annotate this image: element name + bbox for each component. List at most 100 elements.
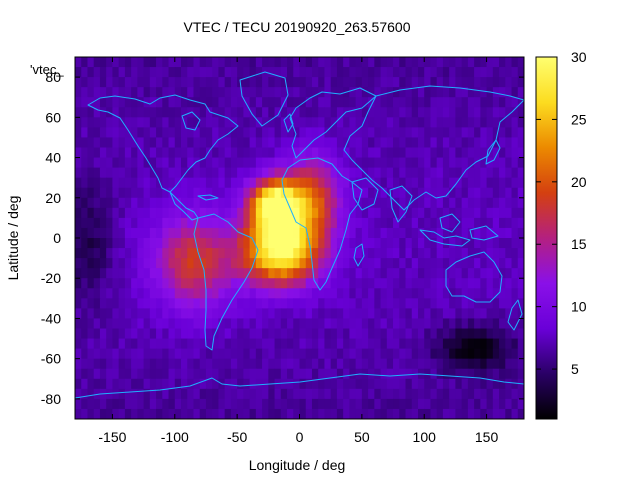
heatmap-cell [517, 157, 524, 169]
heatmap-cell [430, 368, 438, 380]
heatmap-cell [461, 288, 469, 299]
heatmap-cell [311, 107, 319, 118]
heatmap-cell [411, 137, 419, 149]
heatmap-cell [268, 358, 276, 370]
heatmap-cell [199, 97, 207, 108]
heatmap-cell [305, 298, 313, 309]
heatmap-cell [181, 318, 188, 330]
heatmap-cell [218, 328, 226, 340]
heatmap-cell [124, 238, 132, 249]
heatmap-cell [393, 77, 400, 88]
heatmap-cell [393, 107, 400, 118]
heatmap-cell [374, 268, 382, 279]
heatmap-cell [212, 308, 220, 320]
heatmap-cell [287, 137, 294, 149]
heatmap-cell [386, 388, 394, 400]
heatmap-cell [249, 227, 257, 239]
heatmap-cell [224, 87, 232, 98]
heatmap-cell [187, 258, 195, 269]
heatmap-cell [299, 298, 307, 309]
heatmap-cell [355, 137, 363, 149]
heatmap-cell [455, 298, 463, 309]
heatmap-cell [237, 207, 244, 219]
heatmap-cell [143, 248, 151, 259]
heatmap-cell [249, 298, 257, 309]
heatmap-cell [93, 268, 101, 279]
heatmap-cell [287, 278, 294, 289]
heatmap-cell [374, 378, 382, 390]
heatmap-cell [268, 157, 276, 169]
heatmap-cell [143, 328, 151, 340]
heatmap-cell [280, 358, 288, 370]
heatmap-cell [386, 238, 394, 249]
heatmap-cell [330, 408, 338, 419]
heatmap-cell [230, 338, 238, 350]
heatmap-cell [243, 197, 251, 209]
heatmap-cell [461, 338, 469, 350]
heatmap-cell [118, 157, 126, 169]
heatmap-cell [318, 207, 326, 219]
heatmap-cell [430, 147, 438, 159]
heatmap-cell [193, 147, 201, 159]
heatmap-cell [399, 127, 407, 139]
heatmap-cell [131, 177, 138, 189]
coastline-hudson-bay [181, 111, 201, 131]
heatmap-cell [486, 408, 494, 419]
heatmap-cell [106, 87, 114, 98]
heatmap-cell [106, 67, 114, 78]
heatmap-cell [399, 87, 407, 98]
heatmap-cell [499, 197, 506, 209]
heatmap-cell [349, 167, 357, 179]
heatmap-cell [193, 278, 201, 289]
heatmap-cell [511, 137, 519, 149]
heatmap-cell [106, 388, 114, 400]
heatmap-cell [305, 77, 313, 88]
heatmap-cell [405, 87, 413, 98]
heatmap-cell [156, 137, 163, 149]
heatmap-cell [299, 187, 307, 199]
heatmap-cell [499, 308, 506, 320]
heatmap-cell [143, 87, 151, 98]
heatmap-cell [318, 167, 326, 179]
heatmap-cell [380, 298, 388, 309]
heatmap-cell [474, 328, 481, 340]
heatmap-cell [93, 217, 101, 229]
heatmap-cell [249, 217, 257, 229]
heatmap-cell [249, 388, 257, 400]
heatmap-cell [486, 167, 494, 179]
heatmap-cell [318, 117, 326, 128]
heatmap-cell [386, 398, 394, 410]
heatmap-cell [336, 187, 344, 199]
heatmap-cell [149, 217, 157, 229]
heatmap-cell [99, 227, 107, 239]
heatmap-cell [336, 408, 344, 419]
heatmap-cell [162, 187, 170, 199]
heatmap-cell [505, 137, 513, 149]
heatmap-cell [218, 67, 226, 78]
heatmap-cell [93, 278, 101, 289]
heatmap-cell [174, 137, 182, 149]
heatmap-cell [293, 107, 301, 118]
heatmap-cell [75, 248, 82, 259]
heatmap-cell [430, 227, 438, 239]
heatmap-cell [124, 408, 132, 419]
heatmap-cell [361, 338, 369, 350]
heatmap-cell [212, 368, 220, 380]
heatmap-cell [299, 248, 307, 259]
heatmap-cell [374, 318, 382, 330]
heatmap-cell [249, 97, 257, 108]
heatmap-cell [149, 258, 157, 269]
heatmap-cell [268, 288, 276, 299]
heatmap-cell [455, 157, 463, 169]
y-tick-label: 80 [45, 69, 61, 85]
heatmap-cell [386, 328, 394, 340]
heatmap-cell [81, 127, 89, 139]
heatmap-cell [336, 207, 344, 219]
heatmap-cell [499, 378, 506, 390]
heatmap-cell [330, 227, 338, 239]
heatmap-cell [461, 157, 469, 169]
heatmap-cell [474, 87, 481, 98]
heatmap-cell [149, 268, 157, 279]
heatmap-cell [193, 57, 201, 68]
heatmap-cell [99, 298, 107, 309]
